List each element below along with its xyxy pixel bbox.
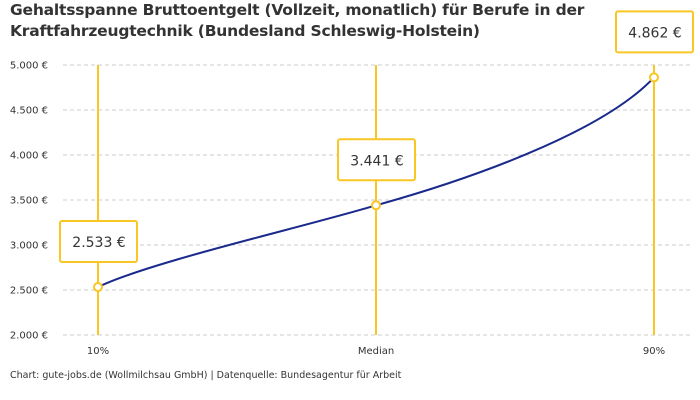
chart-title: Gehaltsspanne Bruttoentgelt (Vollzeit, m… (10, 1, 585, 40)
data-label-box (59, 220, 138, 264)
x-tick-label: 10% (87, 346, 109, 357)
y-tick-label: 2.500 € (10, 286, 48, 297)
data-point (371, 200, 381, 211)
data-label: 4.862 € (628, 25, 681, 41)
data-label: 3.441 € (350, 153, 403, 169)
y-tick-label: 5.000 € (10, 61, 48, 72)
y-tick-label: 4.500 € (10, 106, 48, 117)
y-tick-label: 3.000 € (10, 241, 48, 252)
y-tick-label: 2.000 € (10, 331, 48, 342)
y-tick-label: 3.500 € (10, 196, 48, 207)
data-label: 2.533 € (72, 235, 125, 251)
x-tick-label: 90% (643, 346, 665, 357)
chart-source: Chart: gute-jobs.de (Wollmilchsau GmbH) … (10, 370, 402, 381)
data-point (93, 282, 103, 293)
x-tick-label: Median (358, 346, 394, 357)
y-tick-label: 4.000 € (10, 151, 48, 162)
data-label-box (615, 10, 694, 54)
data-point (649, 72, 659, 83)
data-label-box (337, 138, 416, 182)
